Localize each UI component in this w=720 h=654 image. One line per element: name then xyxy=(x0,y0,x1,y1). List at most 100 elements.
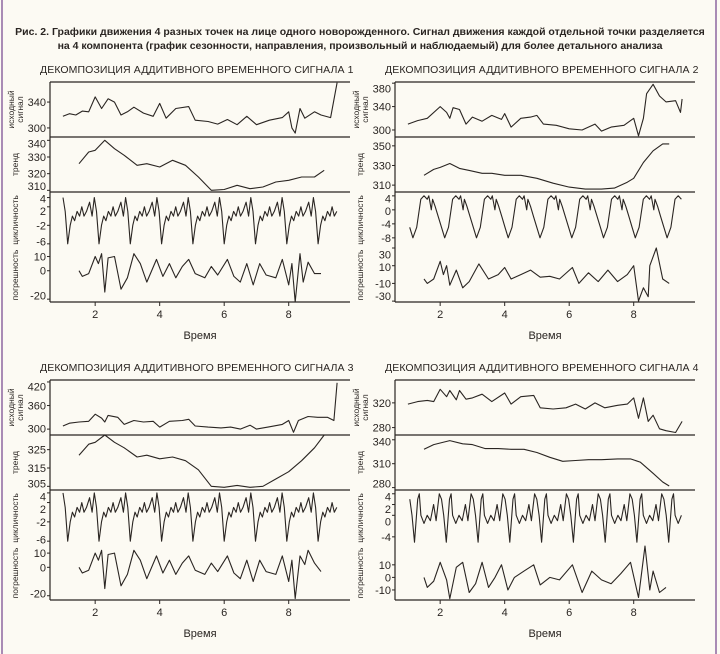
x-tick-label: 6 xyxy=(566,607,572,619)
x-axis-label: Время xyxy=(528,330,561,342)
trend-y-axis-label: тренд xyxy=(355,451,365,474)
residual-y-tick-label: -20 xyxy=(30,291,46,303)
chart-title: ДЕКОМПОЗИЦИЯ АДДИТИВНОГО ВРЕМЕННОГО СИГН… xyxy=(40,64,354,76)
residual-y-axis-label: погрешность xyxy=(10,547,20,598)
x-tick-label: 2 xyxy=(92,607,98,619)
trend-y-tick-label: 280 xyxy=(373,479,391,491)
seasonal-y-tick-label: -8 xyxy=(381,233,391,245)
seasonal-series-line xyxy=(62,492,338,542)
seasonal-y-tick-label: 4 xyxy=(385,194,391,206)
original-signal-y-axis-label: исходныйсигнал xyxy=(351,388,370,426)
trend-y-tick-label: 315 xyxy=(28,463,46,475)
x-tick-label: 2 xyxy=(437,607,443,619)
residual-series-line xyxy=(423,247,670,302)
trend-y-tick-label: 340 xyxy=(373,437,391,449)
chart-svg: 2 4 6 8Времяисходныйсигналтрендцикличностьп… xyxy=(351,379,695,640)
original-signal-y-tick-label: 360 xyxy=(28,401,46,413)
chart-svg: 2 4 6 8Времяисходныйсигналтрендцикличностьп… xyxy=(351,81,695,342)
residual-y-tick-label: 0 xyxy=(40,266,46,278)
residual-y-tick-label: 10 xyxy=(379,262,391,274)
seasonal-y-axis-label: цикличность xyxy=(355,493,365,543)
x-axis-label: Время xyxy=(528,628,561,640)
x-tick-label: 8 xyxy=(286,309,292,321)
original-signal-y-axis-label: исходныйсигнал xyxy=(6,90,25,128)
seasonal-y-tick-label: -4 xyxy=(381,219,391,231)
trend-y-axis-label: тренд xyxy=(10,451,20,474)
original-signal-y-axis-label: исходныйсигнал xyxy=(351,90,370,128)
x-tick-label: 4 xyxy=(502,607,508,619)
original-signal-y-tick-label: 380 xyxy=(373,84,391,96)
original-signal-y-tick-label: 300 xyxy=(28,424,46,436)
chart-title: ДЕКОМПОЗИЦИЯ АДДИТИВНОГО ВРЕМЕННОГО СИГН… xyxy=(385,64,699,76)
trend-series-line xyxy=(423,440,670,487)
residual-y-axis-label: погрешность xyxy=(355,249,365,300)
residual-y-tick-label: -10 xyxy=(375,585,391,597)
seasonal-series-line xyxy=(409,195,682,239)
trend-y-tick-label: 305 xyxy=(28,479,46,491)
x-tick-label: 6 xyxy=(221,309,227,321)
figure-caption: Рис. 2. Графики движения 4 разных точек … xyxy=(10,25,710,53)
original-signal-series-line xyxy=(407,388,683,434)
seasonal-y-tick-label: 0 xyxy=(385,206,391,218)
trend-y-tick-label: 310 xyxy=(373,180,391,192)
residual-y-tick-label: -30 xyxy=(375,291,391,303)
trend-y-tick-label: 320 xyxy=(28,169,46,181)
chart-svg: 2 4 6 8Времяисходныйсигналтрендцикличностьп… xyxy=(6,81,350,342)
seasonal-y-tick-label: 4 xyxy=(40,492,46,504)
decomposition-chart-3: ДЕКОМПОЗИЦИЯ АДДИТИВНОГО ВРЕМЕННОГО СИГН… xyxy=(0,353,360,643)
seasonal-y-tick-label: 2 xyxy=(385,504,391,516)
seasonal-y-tick-label: 0 xyxy=(385,517,391,529)
residual-y-tick-label: 0 xyxy=(40,562,46,574)
x-tick-label: 4 xyxy=(502,309,508,321)
residual-y-axis-label: погрешность xyxy=(355,547,365,598)
x-tick-label: 8 xyxy=(631,607,637,619)
residual-y-tick-label: -10 xyxy=(375,278,391,290)
seasonal-y-tick-label: -2 xyxy=(36,517,46,529)
x-tick-label: 6 xyxy=(221,607,227,619)
seasonal-y-tick-label: 2 xyxy=(40,504,46,516)
x-tick-label: 8 xyxy=(286,607,292,619)
residual-y-tick-label: 10 xyxy=(379,560,391,572)
residual-y-axis-label: погрешность xyxy=(10,249,20,300)
chart-title: ДЕКОМПОЗИЦИЯ АДДИТИВНОГО ВРЕМЕННОГО СИГН… xyxy=(40,362,354,374)
trend-y-axis-label: тренд xyxy=(355,153,365,176)
seasonal-series-line xyxy=(62,197,338,245)
trend-series-line xyxy=(78,139,325,191)
chart-svg: 2 4 6 8Времяисходныйсигналтрендцикличностьп… xyxy=(6,379,350,640)
original-signal-series-line xyxy=(62,82,338,134)
original-signal-y-tick-label: 320 xyxy=(373,398,391,410)
residual-series-line xyxy=(78,549,322,600)
residual-y-tick-label: 10 xyxy=(34,548,46,560)
original-signal-y-tick-label: 280 xyxy=(373,423,391,435)
trend-y-tick-label: 330 xyxy=(28,152,46,164)
x-axis-label: Время xyxy=(183,330,216,342)
trend-y-axis-label: тренд xyxy=(10,153,20,176)
left-frame-border xyxy=(1,0,3,654)
caption-line-2: на 4 компонента (график сезонности, напр… xyxy=(57,40,663,52)
trend-y-tick-label: 340 xyxy=(28,139,46,151)
residual-y-tick-label: 30 xyxy=(379,250,391,262)
seasonal-y-axis-label: цикличность xyxy=(10,195,20,245)
original-signal-y-tick-label: 340 xyxy=(28,97,46,109)
seasonal-y-tick-label: 4 xyxy=(385,492,391,504)
x-tick-label: 2 xyxy=(437,309,443,321)
seasonal-y-tick-label: 4 xyxy=(40,194,46,206)
caption-line-1: Рис. 2. Графики движения 4 разных точек … xyxy=(15,26,705,38)
x-axis-label: Время xyxy=(183,628,216,640)
x-tick-label: 8 xyxy=(631,309,637,321)
chart-title: ДЕКОМПОЗИЦИЯ АДДИТИВНОГО ВРЕМЕННОГО СИГН… xyxy=(385,362,699,374)
trend-y-tick-label: 310 xyxy=(28,181,46,193)
trend-y-tick-label: 330 xyxy=(373,161,391,173)
trend-y-tick-label: 310 xyxy=(373,459,391,471)
seasonal-y-tick-label: -6 xyxy=(36,535,46,547)
original-signal-y-tick-label: 340 xyxy=(373,102,391,114)
original-signal-y-tick-label: 300 xyxy=(373,125,391,137)
trend-y-tick-label: 325 xyxy=(28,445,46,457)
residual-series-line xyxy=(78,253,321,303)
original-signal-y-axis-label: исходныйсигнал xyxy=(6,388,25,426)
x-tick-label: 4 xyxy=(157,607,163,619)
residual-y-tick-label: 10 xyxy=(34,252,46,264)
seasonal-y-tick-label: -4 xyxy=(381,532,391,544)
right-frame-border xyxy=(715,0,717,654)
original-signal-y-tick-label: 300 xyxy=(28,123,46,135)
